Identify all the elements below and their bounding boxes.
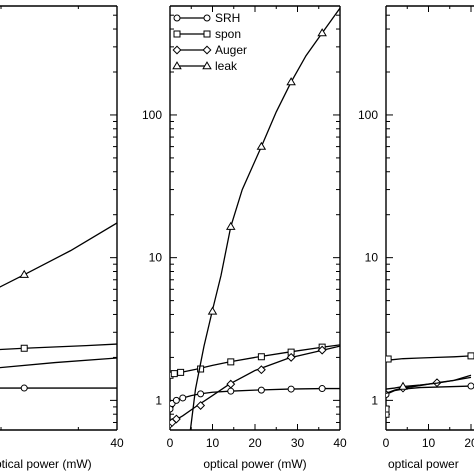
series-group — [386, 352, 474, 418]
x-tick-label: 0 — [383, 436, 390, 450]
legend: SRH spon Auger leak — [172, 11, 247, 73]
panel-1: 2040optical power (mW) — [0, 5, 124, 471]
series-spon-marker — [177, 368, 185, 376]
x-axis-title: optical power (mW) — [203, 457, 306, 471]
series-srh-marker — [20, 384, 28, 392]
series-spon-marker — [467, 352, 474, 360]
series-srh-marker — [172, 396, 180, 404]
legend-swatch-marker — [172, 61, 182, 70]
legend-swatch-marker — [173, 30, 181, 38]
x-tick-label: 20 — [464, 436, 474, 450]
y-tick-label: 1 — [371, 393, 378, 407]
series-leak-marker — [207, 306, 218, 315]
y-tick-label: 10 — [149, 251, 163, 265]
series-spon-marker — [20, 344, 28, 352]
series-group — [170, 7, 340, 431]
legend-swatch-marker — [172, 45, 182, 55]
legend-label-srh: SRH — [215, 11, 240, 25]
y-tick-label: 100 — [142, 108, 162, 122]
panel-2: 1 10 100 0 10 20 30 40 optical power (mW) SRH spon… — [142, 5, 347, 471]
x-tick-label: 30 — [291, 436, 305, 450]
series-leak-marker — [398, 381, 408, 390]
x-tick-label: 0 — [167, 436, 174, 450]
series-auger-marker — [196, 401, 206, 410]
series-leak-marker — [256, 141, 267, 150]
series-auger-marker — [256, 365, 266, 375]
y-tick-label: 100 — [358, 108, 378, 122]
series-srh-marker — [467, 382, 474, 390]
series-srh-marker — [227, 387, 235, 395]
series-srh-marker — [257, 386, 265, 394]
series-spon-line — [0, 343, 117, 351]
series-auger-marker — [171, 414, 181, 424]
panel-3: 1 10 100 0 10 20 optical power — [358, 5, 474, 471]
legend-label-leak: leak — [215, 59, 238, 73]
series-auger-marker — [286, 352, 296, 362]
series-auger-marker — [317, 345, 327, 355]
series-srh-marker — [179, 394, 187, 402]
series-spon-marker — [257, 353, 265, 361]
x-tick-label: 40 — [333, 436, 347, 450]
series-leak-line — [189, 7, 340, 431]
x-axis-title: optical power — [388, 457, 459, 471]
series-srh-marker — [287, 385, 295, 393]
legend-swatch-marker — [202, 45, 212, 55]
series-srh-marker — [318, 385, 326, 393]
x-axis-title: optical power (mW) — [0, 457, 92, 471]
legend-label-auger: Auger — [215, 43, 247, 57]
series-leak-line — [386, 374, 472, 390]
legend-swatch-marker — [203, 30, 211, 38]
series-leak-marker — [19, 269, 29, 278]
series-srh-marker — [197, 390, 205, 398]
legend-swatch-marker — [203, 14, 211, 22]
x-tick-label: 10 — [206, 436, 220, 450]
x-tick-label: 40 — [110, 436, 124, 450]
series-spon-marker — [386, 355, 392, 363]
legend-label-spon: spon — [215, 27, 241, 41]
series-spon-marker — [170, 370, 178, 378]
series-leak-marker — [286, 77, 296, 86]
series-spon-marker — [287, 348, 295, 356]
y-tick-label: 1 — [155, 393, 162, 407]
legend-swatch-marker — [202, 61, 212, 70]
y-tick-label: 10 — [365, 251, 379, 265]
series-leak-line — [0, 222, 117, 288]
series-group — [0, 222, 117, 392]
legend-swatch-marker — [173, 14, 181, 22]
series-leak-marker — [317, 28, 327, 37]
series-auger-marker — [226, 379, 236, 389]
series-auger-line — [0, 357, 117, 369]
series-spon-marker — [227, 358, 235, 366]
series-spon-line — [386, 355, 472, 363]
x-tick-label: 20 — [248, 436, 262, 450]
x-tick-label: 10 — [422, 436, 436, 450]
series-srh-marker — [170, 405, 174, 413]
series-leak-marker — [225, 221, 236, 230]
series-extra-marker — [386, 405, 390, 413]
